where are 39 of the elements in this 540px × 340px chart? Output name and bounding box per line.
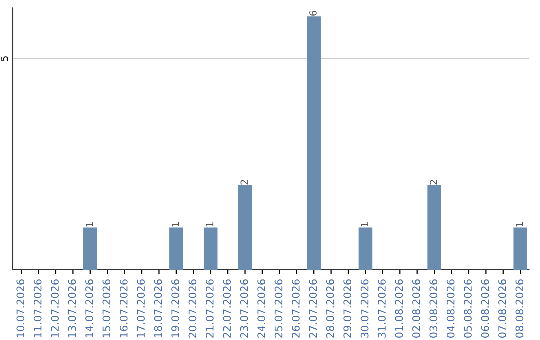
x-tick-label: 28.07.2026 xyxy=(326,280,334,338)
data-label: 2 xyxy=(240,180,248,185)
x-tick-label: 15.07.2026 xyxy=(102,280,111,338)
x-tick-label: 21.07.2026 xyxy=(206,280,214,338)
data-label: 1 xyxy=(516,222,524,227)
x-tick-label: 05.08.2026 xyxy=(464,280,472,338)
x-tick-label: 01.08.2026 xyxy=(395,280,404,338)
x-tick-label: 07.08.2026 xyxy=(498,280,506,338)
x-tick-label: 11.07.2026 xyxy=(34,280,42,338)
x-tick-label: 23.07.2026 xyxy=(240,280,248,338)
x-tick-label: 26.07.2026 xyxy=(292,280,300,338)
y-tick-label: 5 xyxy=(1,56,8,62)
x-tick-label: 27.07.2026 xyxy=(309,280,318,338)
data-label: 1 xyxy=(86,222,94,227)
x-tick-label: 04.08.2026 xyxy=(446,280,455,338)
x-tick-label: 12.07.2026 xyxy=(51,280,59,338)
x-tick-label: 22.07.2026 xyxy=(223,280,232,338)
x-tick-label: 31.07.2026 xyxy=(378,280,386,338)
data-label: 1 xyxy=(361,222,368,227)
x-tick-label: 16.07.2026 xyxy=(120,280,128,338)
data-label: 2 xyxy=(430,180,438,185)
x-tick-label: 10.07.2026 xyxy=(16,280,25,338)
x-tick-label: 14.07.2026 xyxy=(86,280,94,338)
data-label: 1 xyxy=(206,222,214,227)
x-tick-label: 02.08.2026 xyxy=(412,280,420,338)
x-tick-label: 03.08.2026 xyxy=(430,280,438,338)
x-tick-label: 19.07.2026 xyxy=(172,280,180,338)
data-label: 1 xyxy=(172,222,180,227)
x-tick-label: 25.07.2026 xyxy=(274,280,283,338)
x-tick-label: 30.07.2026 xyxy=(360,280,369,338)
x-tick-label: 20.07.2026 xyxy=(188,280,197,338)
x-tick-label: 24.07.2026 xyxy=(258,280,266,338)
x-tick-label: 17.07.2026 xyxy=(137,280,146,338)
x-tick-label: 18.07.2026 xyxy=(154,280,162,338)
x-tick-label: 06.08.2026 xyxy=(481,280,490,338)
x-tick-label: 08.08.2026 xyxy=(516,280,524,338)
x-tick-label: 13.07.2026 xyxy=(68,280,76,338)
data-label: 6 xyxy=(310,11,317,16)
x-tick-label: 29.07.2026 xyxy=(344,280,352,338)
